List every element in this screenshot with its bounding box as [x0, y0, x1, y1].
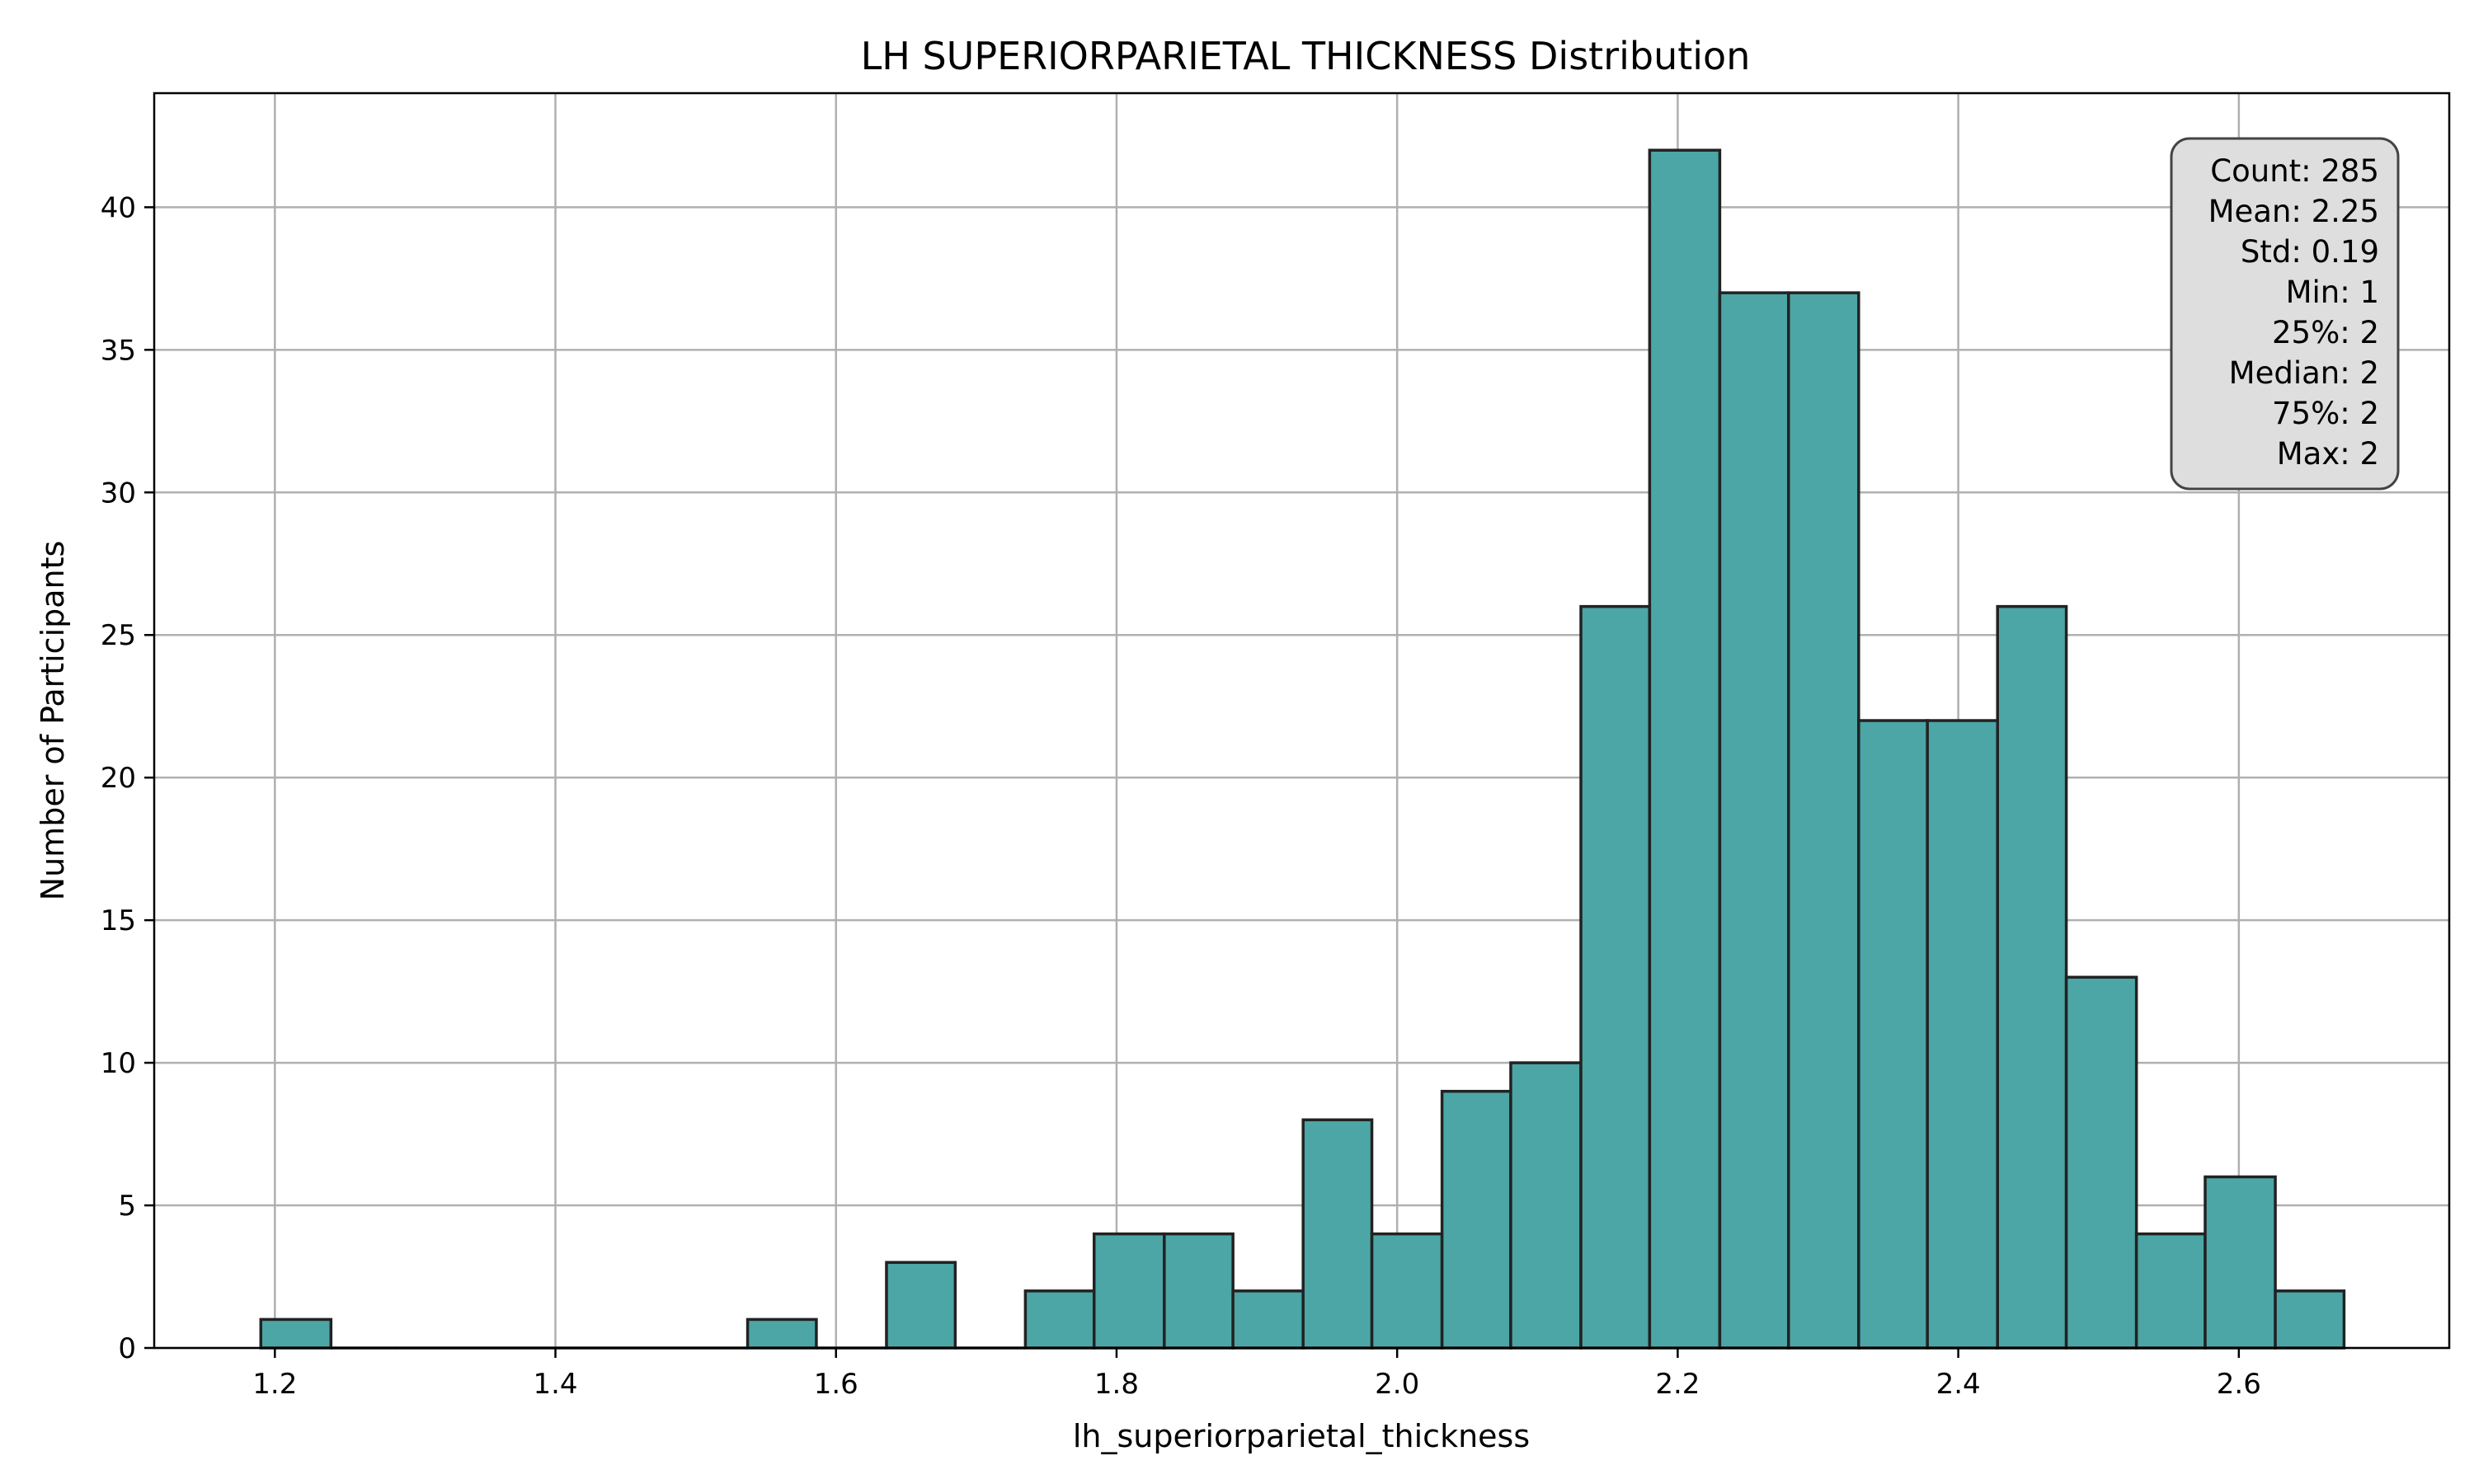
- stats-line: Count: 285: [2210, 153, 2379, 189]
- histogram-bar: [885, 1261, 957, 1350]
- histogram-bar: [1996, 604, 2068, 1350]
- stats-box: Count: 285 Mean: 2.25 Std: 0.19 Min: 1 25%: …: [2170, 137, 2400, 491]
- histogram-bar: [2134, 1232, 2207, 1350]
- y-axis-ticks: 0 5 10 15 20 25 30 35 40: [101, 191, 154, 1365]
- y-tick-label: 35: [101, 334, 136, 367]
- stats-line: 75%: 2: [2272, 396, 2379, 431]
- x-tick-label: 2.0: [1375, 1368, 1419, 1401]
- y-tick-label: 15: [101, 904, 136, 937]
- histogram-bar: [1301, 1118, 1374, 1350]
- y-tick-label: 10: [101, 1047, 136, 1080]
- x-tick-label: 1.2: [252, 1368, 297, 1401]
- y-tick-label: 20: [101, 762, 136, 795]
- stats-box-background: [2170, 137, 2400, 491]
- histogram-bar: [1857, 719, 1929, 1350]
- histogram-bar: [1648, 148, 1722, 1350]
- y-tick-label: 0: [118, 1332, 136, 1365]
- stats-line: 25%: 2: [2272, 315, 2379, 350]
- x-axis-label: lh_superiorparietal_thickness: [1073, 1418, 1530, 1454]
- histogram-bar: [745, 1317, 818, 1350]
- histogram-bar: [1092, 1232, 1166, 1350]
- x-tick-label: 2.4: [1936, 1368, 1981, 1401]
- histogram-bar: [1370, 1232, 1444, 1350]
- y-tick-label: 5: [118, 1190, 136, 1223]
- stats-line: Median: 2: [2229, 355, 2379, 391]
- x-tick-label: 2.2: [1655, 1368, 1700, 1401]
- x-tick-label: 1.4: [533, 1368, 577, 1401]
- x-tick-label: 1.8: [1094, 1368, 1139, 1401]
- y-tick-label: 40: [101, 191, 136, 224]
- histogram-bars: [259, 148, 2346, 1350]
- histogram-bar: [1579, 604, 1652, 1350]
- histogram-bar: [1440, 1089, 1512, 1350]
- histogram-bar: [1926, 719, 1999, 1350]
- chart-title: LH SUPERIORPARIETAL THICKNESS Distributi…: [861, 34, 1751, 78]
- histogram-bar: [1509, 1061, 1583, 1350]
- histogram-bar: [2274, 1289, 2346, 1350]
- histogram-bar: [1231, 1289, 1305, 1350]
- y-tick-label: 30: [101, 477, 136, 510]
- x-tick-label: 1.6: [814, 1368, 858, 1401]
- stats-line: Min: 1: [2286, 275, 2379, 310]
- y-axis-label: Number of Participants: [35, 541, 71, 901]
- histogram-bar: [1163, 1232, 1235, 1350]
- histogram-bar: [259, 1317, 333, 1350]
- x-tick-label: 2.6: [2217, 1368, 2261, 1401]
- histogram-bar: [1787, 291, 1860, 1350]
- histogram-bar: [1718, 291, 1790, 1350]
- histogram-bar: [2064, 975, 2138, 1350]
- histogram-bar: [1023, 1289, 1096, 1350]
- y-tick-label: 25: [101, 619, 136, 652]
- stats-line: Max: 2: [2277, 436, 2379, 472]
- plot-frame: [153, 92, 2451, 1350]
- stats-box-lines: Count: 285 Mean: 2.25 Std: 0.19 Min: 1 25%: …: [2208, 153, 2379, 472]
- x-axis-ticks: 1.2 1.4 1.6 1.8 2.0 2.2 2.4 2.6: [252, 1348, 2261, 1401]
- histogram-bar: [2204, 1175, 2277, 1350]
- stats-line: Std: 0.19: [2241, 234, 2379, 270]
- stats-line: Mean: 2.25: [2208, 194, 2379, 229]
